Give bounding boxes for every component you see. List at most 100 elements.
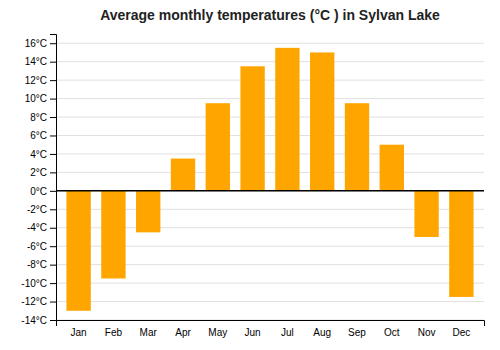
x-tick: Sep: [348, 327, 366, 338]
x-tick: May: [208, 327, 227, 338]
grid-line: [56, 190, 484, 191]
y-tick: 12°C: [25, 75, 56, 86]
x-tick-label: Sep: [348, 327, 366, 338]
y-tick-label: 10°C: [25, 93, 47, 104]
y-tick-label: -2°C: [27, 204, 47, 215]
y-tick: -4°C: [27, 222, 56, 233]
x-tick-label: Jan: [71, 327, 87, 338]
y-tick: 0°C: [30, 186, 56, 197]
y-tick: -8°C: [27, 259, 56, 270]
y-tick: -12°C: [21, 296, 56, 307]
x-tick-label: Nov: [418, 327, 436, 338]
x-axis: Jan Feb Mar Apr May Jun Jul Aug Sep Oct Nov Dec: [57, 321, 485, 339]
y-tick-label: -4°C: [27, 222, 47, 233]
y-tick-label: 14°C: [25, 56, 47, 67]
bar: [171, 159, 195, 191]
y-tick-label: -6°C: [27, 241, 47, 252]
y-tick: -2°C: [27, 204, 56, 215]
x-tick-label: Feb: [105, 327, 123, 338]
y-tick-mark: [50, 43, 56, 44]
y-tick-mark: [50, 80, 56, 81]
y-tick: 2°C: [30, 167, 56, 178]
x-axis-line: [57, 321, 485, 327]
x-tick: Nov: [418, 327, 436, 338]
title: Average monthly temperatures (°C ) in Sy…: [100, 7, 440, 23]
bar: [240, 66, 264, 191]
x-tick-label: Mar: [140, 327, 158, 338]
x-tick-label: Jun: [245, 327, 261, 338]
chart: -14°C -12°C -10°C -8°C -6°C -4°C -2°C 0°C 2°C 4°C…: [0, 0, 500, 350]
grid-line: [56, 117, 484, 118]
bar: [101, 191, 125, 279]
y-tick-label: 6°C: [30, 130, 47, 141]
y-tick-mark: [50, 302, 56, 303]
y-tick-mark: [50, 191, 56, 192]
x-tick: Apr: [175, 327, 191, 338]
grid-line: [56, 301, 484, 302]
y-axis-line: [50, 35, 57, 321]
y-tick-mark: [50, 265, 56, 266]
grid-line: [56, 43, 484, 44]
y-tick: -14°C: [21, 315, 56, 326]
x-tick: Aug: [313, 327, 331, 338]
plot: -14°C -12°C -10°C -8°C -6°C -4°C -2°C 0°C 2°C 4°C…: [21, 35, 484, 339]
bar: [345, 103, 369, 191]
y-tick-mark: [50, 135, 56, 136]
x-tick: Jul: [281, 327, 294, 338]
grid: [56, 43, 484, 320]
grid-line: [56, 61, 484, 62]
grid-line: [56, 153, 484, 154]
grid-line: [56, 135, 484, 136]
y-tick-label: 12°C: [25, 75, 47, 86]
y-tick-mark: [50, 62, 56, 63]
y-tick-label: 8°C: [30, 112, 47, 123]
y-tick-mark: [50, 246, 56, 247]
x-tick-label: Oct: [384, 327, 400, 338]
grid-line: [56, 283, 484, 284]
x-tick-label: Dec: [452, 327, 470, 338]
y-tick: 4°C: [30, 149, 56, 160]
bar: [206, 103, 230, 191]
bar: [414, 191, 438, 237]
y-axis: -14°C -12°C -10°C -8°C -6°C -4°C -2°C 0°C 2°C 4°C…: [21, 35, 56, 326]
x-tick: Dec: [452, 327, 470, 338]
y-tick: -6°C: [27, 241, 56, 252]
bar: [310, 52, 334, 190]
y-tick-label: 16°C: [25, 38, 47, 49]
y-tick-label: -14°C: [21, 315, 47, 326]
grid-line: [56, 80, 484, 81]
y-tick-mark: [50, 320, 56, 321]
y-tick-mark: [50, 209, 56, 210]
bar: [380, 145, 404, 191]
y-tick-label: 2°C: [30, 167, 47, 178]
x-tick-label: Apr: [175, 327, 191, 338]
zero-line: [56, 190, 484, 192]
grid-line: [56, 172, 484, 173]
x-tick-label: Jul: [281, 327, 294, 338]
bar: [136, 191, 160, 233]
x-tick: Oct: [384, 327, 400, 338]
bars: [56, 48, 484, 311]
y-tick-label: -12°C: [21, 296, 47, 307]
y-tick-mark: [50, 117, 56, 118]
grid-line: [56, 98, 484, 99]
y-tick: 16°C: [25, 38, 56, 49]
x-tick: Feb: [105, 327, 123, 338]
bar: [449, 191, 473, 297]
y-tick-label: 4°C: [30, 149, 47, 160]
bar: [66, 191, 90, 311]
x-tick-label: Aug: [313, 327, 331, 338]
y-tick: 14°C: [25, 56, 56, 67]
x-tick: Jan: [71, 327, 87, 338]
x-tick: Mar: [140, 327, 158, 338]
y-tick-mark: [50, 228, 56, 229]
y-tick-mark: [50, 172, 56, 173]
y-tick: 8°C: [30, 112, 56, 123]
y-tick: 10°C: [25, 93, 56, 104]
y-tick-mark: [50, 99, 56, 100]
y-tick-label: -10°C: [21, 278, 47, 289]
x-tick-label: May: [208, 327, 227, 338]
bar: [275, 48, 299, 191]
y-tick: 6°C: [30, 130, 56, 141]
y-tick-label: -8°C: [27, 259, 47, 270]
